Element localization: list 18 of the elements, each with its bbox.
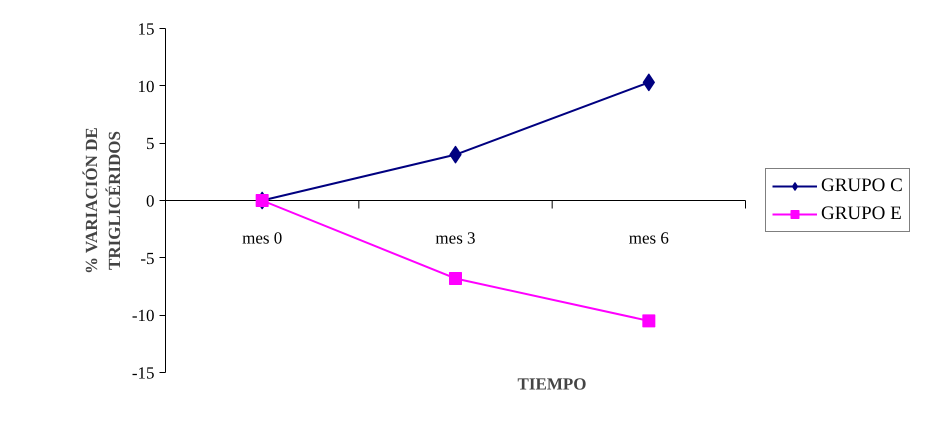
x-tick-label: mes 3 (435, 228, 476, 248)
point (642, 314, 656, 328)
point (449, 272, 462, 285)
y-tick-label: -15 (132, 364, 155, 382)
y-tick-label: -5 (140, 248, 155, 268)
y-tick-label: -10 (132, 306, 155, 326)
y-tick-label: 15 (138, 20, 154, 38)
y-tick-label: 0 (146, 192, 154, 210)
x-tick-label: mes 6 (628, 228, 669, 248)
y-axis-title: % VARIACIÓN DE TRIGLICÉRIDOS (82, 127, 124, 274)
x-axis-title: TIEMPO (518, 374, 586, 394)
legend-label: GRUPO C (821, 175, 903, 197)
y-tick-label: 5 (146, 134, 154, 154)
x-tick-label: mes 0 (242, 228, 282, 248)
point (256, 194, 269, 207)
point (449, 146, 462, 164)
y-tick-label: 10 (138, 76, 154, 96)
legend-label: GRUPO E (821, 203, 902, 225)
